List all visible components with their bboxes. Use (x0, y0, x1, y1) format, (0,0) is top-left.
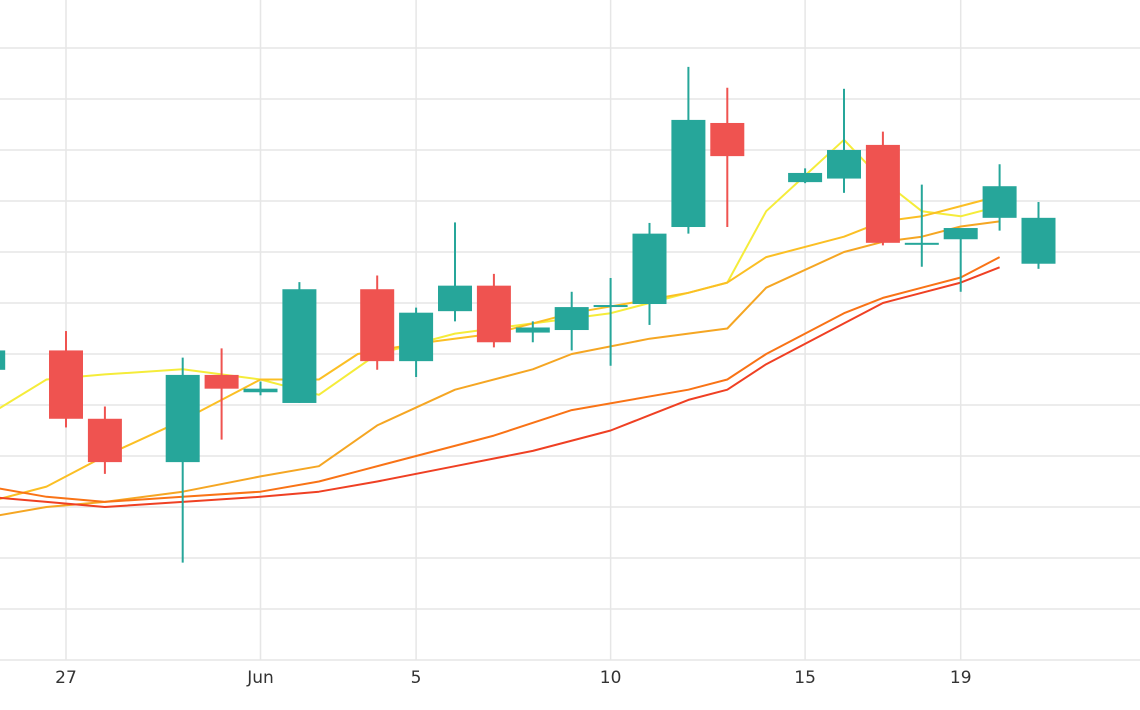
candle (204, 348, 239, 440)
candle-body (671, 119, 706, 228)
candle-body (982, 186, 1017, 218)
candle (87, 406, 122, 474)
candle-body (865, 144, 900, 243)
candle (865, 131, 900, 246)
candle-body (360, 289, 395, 362)
candle-body (710, 122, 745, 157)
candle (476, 273, 511, 348)
candle (438, 222, 472, 322)
candle (632, 222, 667, 325)
x-tick-label: 27 (55, 668, 77, 688)
candle-body (788, 172, 823, 183)
candle (0, 350, 6, 370)
candle-body (515, 327, 550, 333)
x-tick-label: 19 (950, 668, 972, 688)
candle-body (1021, 217, 1056, 264)
candle-body (827, 150, 861, 179)
candle-body (632, 233, 667, 305)
candles (0, 66, 1056, 563)
candle (515, 321, 550, 343)
candle-body (49, 350, 83, 419)
candle (827, 88, 861, 193)
x-tick-label: 10 (600, 668, 622, 688)
candle (593, 278, 628, 366)
x-tick-label: 5 (411, 668, 422, 688)
x-tick-label: 15 (794, 668, 816, 688)
ma-line-1 (0, 138, 1000, 410)
candle (943, 228, 978, 292)
ma-line-3 (0, 220, 1000, 517)
candle (360, 275, 395, 370)
ma-line-4 (0, 256, 1001, 503)
candle (399, 307, 434, 377)
candle-body (943, 228, 978, 240)
candle-body (399, 312, 434, 362)
candle (165, 357, 200, 563)
candle-body (282, 289, 317, 403)
candle-body (87, 418, 122, 463)
candle-body (438, 285, 472, 312)
candle-body (554, 307, 589, 331)
candle (282, 282, 317, 403)
candle (554, 291, 589, 351)
candle (982, 164, 1017, 231)
candle-body (165, 374, 200, 463)
candle (49, 331, 83, 428)
candle (904, 184, 939, 267)
candle-body (204, 374, 239, 389)
candle-body (476, 285, 511, 343)
x-axis: 27 Jun 5 10 15 19 (55, 668, 971, 688)
candle (243, 381, 278, 396)
candle-body (243, 388, 278, 393)
candle (1021, 202, 1056, 269)
candle (671, 66, 706, 234)
candle-body (904, 242, 939, 245)
candle (788, 168, 823, 184)
candle-body (0, 350, 6, 370)
candle-body (593, 305, 628, 308)
candle (710, 87, 745, 228)
x-tick-label: Jun (246, 668, 274, 688)
